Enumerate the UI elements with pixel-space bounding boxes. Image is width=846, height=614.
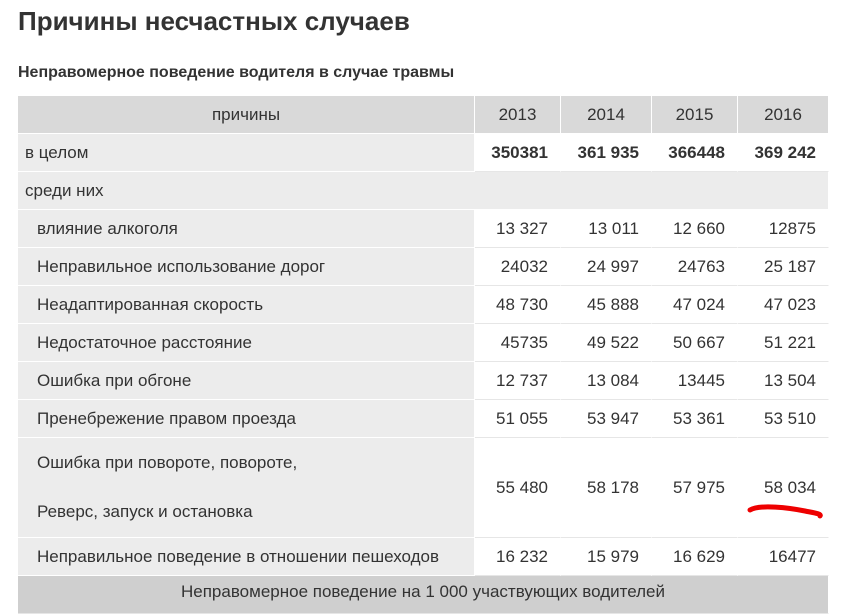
label-line: Пренебрежение правом проезда xyxy=(37,408,296,428)
value-cell: 13 504 xyxy=(738,362,829,400)
value-cell: 16 232 xyxy=(475,538,561,576)
label-line: в целом xyxy=(25,142,89,162)
value-cell: 369 242 xyxy=(738,134,829,172)
value-cell: 55 480 xyxy=(475,438,561,538)
label-line: Ошибка при повороте, повороте, xyxy=(37,452,298,472)
table-title: Неправомерное поведение водителя в случа… xyxy=(18,64,455,81)
value-cell: 47 023 xyxy=(738,286,829,324)
column-header: причины xyxy=(18,96,475,134)
value-cell: 12 660 xyxy=(652,210,738,248)
value-cell: 58 178 xyxy=(561,438,652,538)
red-underline xyxy=(747,504,823,519)
value-cell: 16 629 xyxy=(652,538,738,576)
annotation-layer xyxy=(747,504,823,519)
row-label: Неправильное использование дорог xyxy=(18,248,475,286)
row-label: в целом xyxy=(18,134,475,172)
value-cell: 50 667 xyxy=(652,324,738,362)
value-cell: 24 997 xyxy=(561,248,652,286)
value-cell: 16477 xyxy=(738,538,829,576)
section-row: среди них xyxy=(18,172,829,210)
value-cell: 13 327 xyxy=(475,210,561,248)
row-label: влияние алкоголя xyxy=(18,210,475,248)
page-title: Причины несчастных случаев xyxy=(18,6,410,36)
value-cell: 13445 xyxy=(652,362,738,400)
value-cell: 45 888 xyxy=(561,286,652,324)
value-cell: 361 935 xyxy=(561,134,652,172)
value-cell: 13 011 xyxy=(561,210,652,248)
row-label: Ошибка при повороте, повороте, Реверс, за… xyxy=(18,438,475,538)
row-label: Недостаточное расстояние xyxy=(18,324,475,362)
value-cell: 15 979 xyxy=(561,538,652,576)
value-cell: 57 975 xyxy=(652,438,738,538)
label-line: Реверс, запуск и остановка xyxy=(37,502,253,522)
label-line: Ошибка при обгоне xyxy=(37,370,192,390)
label-line: Неправильное поведение в отношении пешех… xyxy=(37,546,440,566)
column-header: 2015 xyxy=(652,96,738,134)
column-header: 2013 xyxy=(475,96,561,134)
value-cell: 49 522 xyxy=(561,324,652,362)
value-cell: 366448 xyxy=(652,134,738,172)
value-cell: 53 510 xyxy=(738,400,829,438)
value-cell: 48 730 xyxy=(475,286,561,324)
page: Причины несчастных случаев Неправомерное… xyxy=(18,6,829,614)
value-cell: 24032 xyxy=(475,248,561,286)
value-cell: 12 737 xyxy=(475,362,561,400)
row-label: Неадаптированная скорость xyxy=(18,286,475,324)
value-cell: 53 947 xyxy=(561,400,652,438)
label-line: Неадаптированная скорость xyxy=(37,294,264,314)
label-line: Недостаточное расстояние xyxy=(37,332,252,352)
label-line: Неправильное использование дорог xyxy=(37,256,326,276)
value-cell: 53 361 xyxy=(652,400,738,438)
value-cell: 45735 xyxy=(475,324,561,362)
value-cell: 24763 xyxy=(652,248,738,286)
value-cell: 51 055 xyxy=(475,400,561,438)
value-cell: 25 187 xyxy=(738,248,829,286)
row-label: Пренебрежение правом проезда xyxy=(18,400,475,438)
row-label: Ошибка при обгоне xyxy=(18,362,475,400)
row-label: Неправильное поведение в отношении пешех… xyxy=(18,538,475,576)
value-cell: 12875 xyxy=(738,210,829,248)
column-header: 2014 xyxy=(561,96,652,134)
value-cell: 13 084 xyxy=(561,362,652,400)
value-cell: 350381 xyxy=(475,134,561,172)
value-cell: 47 024 xyxy=(652,286,738,324)
value-cell: 58 034 xyxy=(738,438,829,538)
column-header: 2016 xyxy=(738,96,829,134)
label-line: влияние алкоголя xyxy=(37,218,178,238)
value-cell: 51 221 xyxy=(738,324,829,362)
